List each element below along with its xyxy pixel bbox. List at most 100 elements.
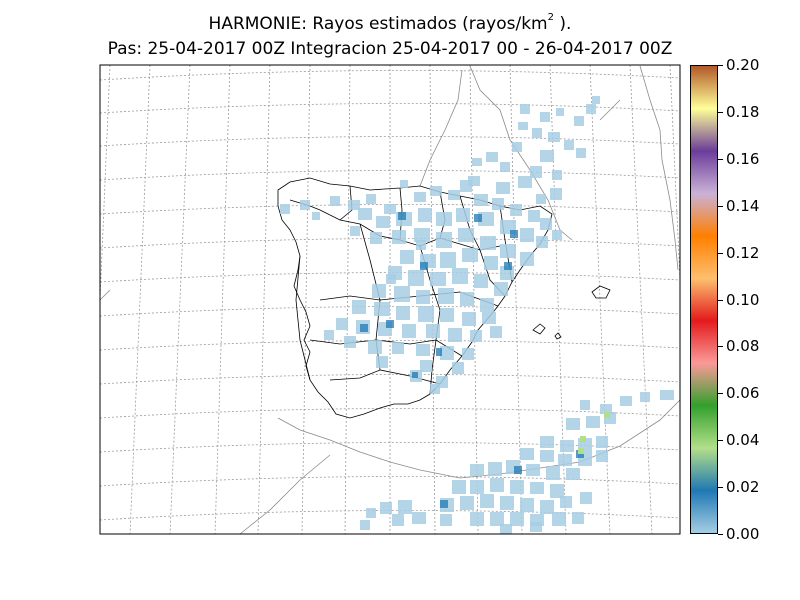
lightning-cell	[518, 122, 528, 130]
lightning-cell	[596, 436, 608, 448]
lightning-cell	[416, 344, 430, 356]
lightning-cell	[392, 230, 406, 244]
lightning-cell	[484, 256, 498, 270]
lightning-cell	[576, 148, 586, 158]
colorbar-tick-label: 0.02	[726, 478, 760, 497]
lightning-cell	[660, 390, 674, 400]
colorbar-tick-label: 0.10	[726, 290, 760, 309]
lightning-cell	[330, 196, 340, 206]
lightning-cell	[530, 522, 542, 532]
lightning-cell	[416, 240, 426, 250]
lightning-cell	[408, 270, 424, 286]
lightning-cell-high	[474, 214, 482, 222]
colorbar-tick-mark	[718, 111, 723, 113]
lightning-cell	[470, 464, 484, 476]
lightning-cell	[366, 508, 376, 518]
title-suffix: ).	[554, 14, 572, 34]
lightning-cell	[540, 218, 552, 230]
lightning-cell	[460, 180, 472, 192]
lightning-cell	[540, 450, 554, 462]
lightning-cell	[552, 230, 562, 240]
colorbar-tick-mark	[718, 346, 723, 348]
lightning-cell	[350, 226, 360, 236]
lightning-cell	[480, 298, 494, 312]
colorbar-tick-label: 0.06	[726, 384, 760, 403]
lightning-cell	[460, 292, 474, 306]
lightning-cell	[520, 228, 534, 242]
lightning-cell	[592, 96, 600, 104]
lightning-cell-high	[412, 372, 418, 378]
lightning-cell	[580, 400, 590, 410]
lightning-cell	[440, 514, 452, 526]
lightning-cell	[490, 512, 504, 526]
lightning-cell	[440, 346, 454, 360]
lightning-cell	[496, 182, 510, 194]
lightning-cell	[358, 208, 372, 220]
lightning-cell	[500, 162, 510, 172]
lightning-cell	[520, 104, 530, 114]
lightning-cell-peak	[604, 412, 610, 418]
lightning-cell	[412, 512, 426, 524]
lightning-cell	[490, 326, 502, 338]
lightning-cell	[392, 342, 404, 354]
lightning-cell	[558, 454, 572, 466]
lightning-cell	[470, 330, 482, 342]
lightning-cell	[380, 502, 392, 514]
lightning-cell	[566, 418, 580, 430]
colorbar-tick-mark	[718, 534, 723, 535]
lightning-cell	[560, 440, 574, 452]
lightning-cell	[344, 336, 356, 348]
lightning-cell	[540, 436, 554, 448]
colorbar-tick-label: 0.00	[726, 525, 760, 543]
colorbar-tick-mark	[718, 65, 723, 66]
lightning-cell	[418, 208, 432, 222]
lightning-cell	[540, 150, 554, 162]
lightning-cell	[458, 228, 474, 242]
lightning-cell	[470, 512, 484, 526]
lightning-cell-high	[420, 262, 428, 270]
lightning-cell	[560, 496, 572, 508]
colorbar-tick-mark	[718, 158, 723, 160]
lightning-cell	[494, 282, 508, 296]
lightning-cell	[536, 194, 546, 204]
lightning-cell	[452, 480, 466, 494]
lightning-cell	[440, 252, 456, 268]
map-frame	[99, 64, 681, 535]
lightning-cell	[368, 340, 382, 354]
title-superscript: 2	[547, 12, 554, 23]
lightning-cell	[280, 204, 290, 214]
colorbar-tick-mark	[718, 393, 723, 395]
lightning-cell	[492, 198, 504, 210]
lightning-cell	[474, 194, 488, 206]
lightning-cell	[520, 252, 534, 266]
lightning-cell	[640, 392, 650, 402]
colorbar-tick-mark	[718, 205, 723, 207]
lightning-cell	[400, 180, 408, 188]
lightning-cell-peak	[580, 436, 586, 442]
lightning-cell	[548, 132, 560, 142]
lightning-cell	[510, 512, 524, 526]
lightning-cell	[402, 324, 416, 338]
lightning-cell	[540, 112, 550, 122]
lightning-cell	[398, 500, 412, 514]
lightning-cell	[620, 396, 632, 406]
title-line-1: HARMONIE: Rayos estimados (rayos/km2 ).	[0, 12, 780, 34]
title-line-2: Pas: 25-04-2017 00Z Integracion 25-04-20…	[107, 39, 673, 59]
lightning-cell	[400, 250, 414, 264]
colorbar-tick-label: 0.18	[726, 102, 760, 121]
lightning-cell	[440, 308, 454, 322]
lightning-cell	[374, 302, 390, 316]
lightning-cell	[468, 176, 480, 186]
lightning-cell-high	[514, 466, 522, 474]
lightning-cell	[550, 188, 562, 200]
lightning-cell	[414, 192, 426, 202]
colorbar-tick-mark	[718, 487, 723, 489]
lightning-cell	[430, 272, 446, 286]
lightning-cell	[566, 468, 580, 480]
lightning-cell	[490, 478, 504, 492]
lightning-cell	[312, 212, 320, 220]
lightning-cell	[300, 200, 310, 210]
lightning-cell	[370, 232, 382, 244]
lightning-cell	[336, 318, 348, 330]
